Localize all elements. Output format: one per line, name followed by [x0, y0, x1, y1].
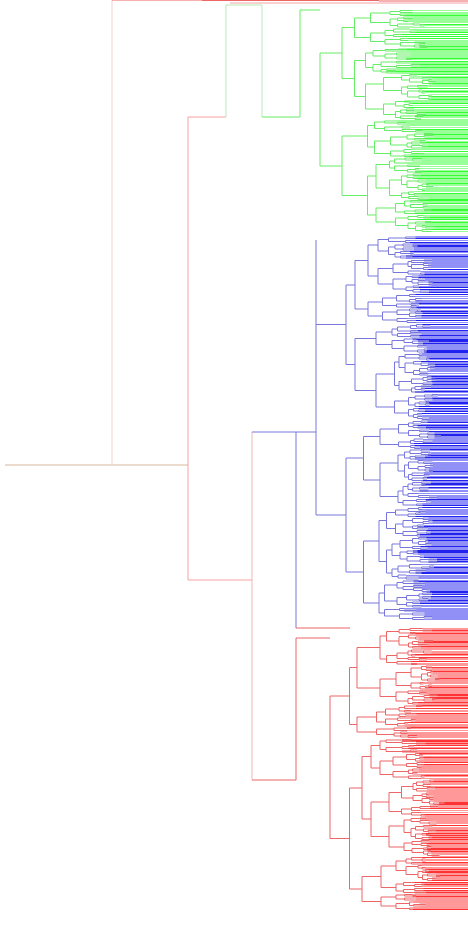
- tree-leaves: [395, 10, 468, 910]
- tree-edges: [5, 0, 468, 910]
- outgroup-branch: [111, 0, 468, 2]
